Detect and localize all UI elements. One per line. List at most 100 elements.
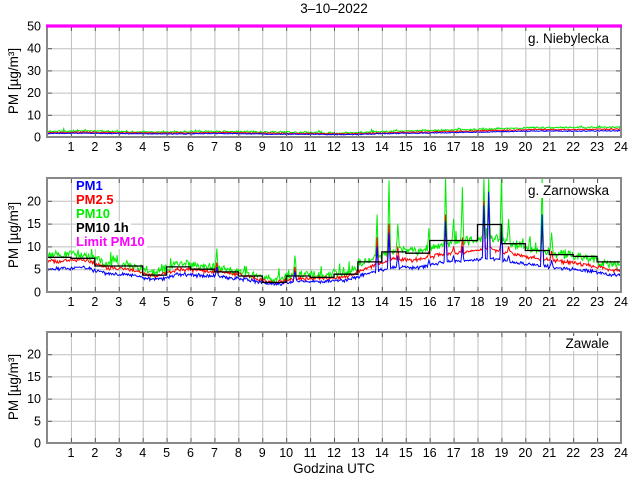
svg-text:9: 9 bbox=[259, 140, 266, 154]
svg-text:8: 8 bbox=[235, 446, 242, 460]
svg-text:18: 18 bbox=[471, 446, 485, 460]
svg-text:1: 1 bbox=[67, 140, 74, 154]
y-tick-labels: 0 10 20 30 40 50 bbox=[27, 20, 41, 145]
svg-text:21: 21 bbox=[542, 446, 556, 460]
svg-text:3: 3 bbox=[115, 140, 122, 154]
svg-text:10: 10 bbox=[279, 295, 293, 309]
legend-item-limit-pm10: Limit PM10 bbox=[76, 234, 147, 249]
gridlines bbox=[47, 332, 621, 443]
svg-text:10: 10 bbox=[27, 392, 41, 406]
svg-text:12: 12 bbox=[327, 295, 341, 309]
y-axis-label-middle: PM [µg/m³] bbox=[6, 201, 21, 269]
svg-text:22: 22 bbox=[566, 446, 580, 460]
tick-marks bbox=[48, 333, 620, 442]
svg-text:13: 13 bbox=[351, 295, 365, 309]
svg-text:6: 6 bbox=[187, 295, 194, 309]
svg-text:7: 7 bbox=[211, 295, 218, 309]
svg-text:24: 24 bbox=[614, 140, 628, 154]
svg-text:14: 14 bbox=[375, 295, 389, 309]
svg-text:8: 8 bbox=[235, 295, 242, 309]
station-label-zawale: Zawale bbox=[563, 336, 611, 351]
svg-text:10: 10 bbox=[27, 108, 41, 122]
plot-frame bbox=[46, 177, 622, 293]
svg-text:20: 20 bbox=[27, 348, 41, 362]
legend-item-pm10-1h: PM10 1h bbox=[76, 220, 131, 235]
svg-text:15: 15 bbox=[399, 295, 413, 309]
svg-text:3: 3 bbox=[115, 295, 122, 309]
y-axis-label-bottom: PM [µg/m³] bbox=[6, 353, 21, 421]
svg-text:17: 17 bbox=[447, 446, 461, 460]
svg-text:7: 7 bbox=[211, 446, 218, 460]
svg-text:20: 20 bbox=[518, 446, 532, 460]
svg-text:23: 23 bbox=[590, 140, 604, 154]
station-label-niebylecka: g. Niebylecka bbox=[525, 31, 611, 46]
svg-text:11: 11 bbox=[304, 140, 317, 154]
x-tick-labels: 1 2 3 4 5 6 7 8 9 10 11 12 13 14 15 16 17 18 19 20 21 22 23 24 bbox=[67, 295, 628, 309]
svg-text:20: 20 bbox=[518, 140, 532, 154]
gridlines bbox=[47, 26, 621, 137]
svg-text:18: 18 bbox=[471, 140, 485, 154]
svg-text:23: 23 bbox=[590, 295, 604, 309]
svg-text:16: 16 bbox=[423, 140, 437, 154]
svg-text:10: 10 bbox=[279, 140, 293, 154]
legend-item-pm1: PM1 bbox=[76, 178, 105, 193]
svg-text:12: 12 bbox=[327, 140, 341, 154]
svg-text:22: 22 bbox=[566, 295, 580, 309]
svg-text:50: 50 bbox=[27, 20, 41, 34]
svg-text:24: 24 bbox=[614, 446, 628, 460]
svg-text:21: 21 bbox=[542, 140, 556, 154]
svg-text:9: 9 bbox=[259, 295, 266, 309]
series-pm1-line bbox=[46, 191, 622, 286]
svg-text:6: 6 bbox=[187, 446, 194, 460]
y-tick-labels: 0 5 10 15 20 bbox=[27, 348, 41, 451]
svg-text:2: 2 bbox=[91, 446, 98, 460]
svg-text:1: 1 bbox=[67, 295, 74, 309]
svg-text:4: 4 bbox=[139, 140, 146, 154]
svg-text:20: 20 bbox=[518, 295, 532, 309]
plot-2: 1 2 3 4 5 6 7 8 9 10 11 12 13 14 15 16 17 18 19 20 21 22 23 240… bbox=[27, 331, 628, 460]
plot-frame bbox=[46, 331, 622, 444]
svg-text:4: 4 bbox=[139, 446, 146, 460]
svg-text:8: 8 bbox=[235, 140, 242, 154]
x-axis-label: Godzina UTC bbox=[293, 461, 375, 476]
plot-0: 1 2 3 4 5 6 7 8 9 10 11 12 13 14 15 16 17 18 19 20 21 22 23 240… bbox=[27, 20, 628, 155]
svg-text:15: 15 bbox=[27, 217, 41, 231]
svg-text:17: 17 bbox=[447, 295, 461, 309]
svg-text:19: 19 bbox=[494, 446, 508, 460]
pm10-1h-step-line bbox=[47, 223, 621, 284]
svg-text:17: 17 bbox=[447, 140, 461, 154]
svg-text:14: 14 bbox=[375, 140, 389, 154]
svg-text:11: 11 bbox=[304, 295, 317, 309]
svg-text:11: 11 bbox=[304, 446, 317, 460]
svg-text:13: 13 bbox=[351, 140, 365, 154]
station-label-zarnowska: g. Zarnowska bbox=[525, 183, 611, 198]
svg-text:2: 2 bbox=[91, 140, 98, 154]
svg-text:19: 19 bbox=[494, 140, 508, 154]
x-tick-labels: 1 2 3 4 5 6 7 8 9 10 11 12 13 14 15 16 17 18 19 20 21 22 23 24 bbox=[67, 140, 628, 154]
svg-text:13: 13 bbox=[351, 446, 365, 460]
y-tick-labels: 0 5 10 15 20 bbox=[27, 194, 41, 299]
svg-text:15: 15 bbox=[399, 140, 413, 154]
svg-text:21: 21 bbox=[542, 295, 556, 309]
legend-item-pm2-5: PM2.5 bbox=[76, 192, 116, 207]
svg-text:1: 1 bbox=[67, 446, 74, 460]
svg-text:7: 7 bbox=[211, 140, 218, 154]
svg-text:5: 5 bbox=[163, 446, 170, 460]
svg-text:14: 14 bbox=[375, 446, 389, 460]
svg-text:0: 0 bbox=[34, 131, 41, 145]
svg-text:18: 18 bbox=[471, 295, 485, 309]
svg-text:0: 0 bbox=[34, 437, 41, 451]
svg-text:20: 20 bbox=[27, 86, 41, 100]
svg-text:5: 5 bbox=[163, 295, 170, 309]
svg-text:0: 0 bbox=[34, 286, 41, 300]
svg-text:5: 5 bbox=[163, 140, 170, 154]
tick-marks bbox=[48, 27, 620, 136]
svg-text:4: 4 bbox=[139, 295, 146, 309]
svg-text:40: 40 bbox=[27, 42, 41, 56]
x-tick-labels: 1 2 3 4 5 6 7 8 9 10 11 12 13 14 15 16 17 18 19 20 21 22 23 24 bbox=[67, 446, 628, 460]
svg-text:12: 12 bbox=[327, 446, 341, 460]
svg-text:2: 2 bbox=[91, 295, 98, 309]
svg-text:30: 30 bbox=[27, 64, 41, 78]
svg-text:19: 19 bbox=[494, 295, 508, 309]
